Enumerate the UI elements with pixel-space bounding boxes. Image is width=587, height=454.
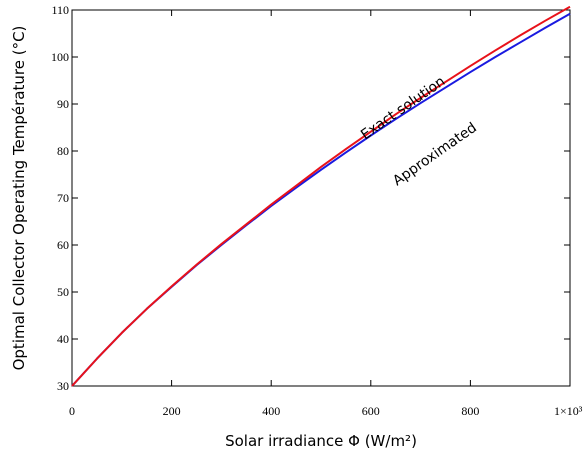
- annotation-exact-solution: Exact solution: [358, 74, 448, 144]
- y-tick-label: 100: [51, 50, 69, 64]
- plot-frame: [71, 9, 571, 387]
- y-tick-label: 30: [57, 379, 69, 393]
- x-tick-label: 1×10³: [554, 404, 583, 418]
- x-tick-label: 0: [69, 404, 75, 418]
- y-tick-label: 50: [57, 285, 69, 299]
- series-line-approximated: [71, 12, 571, 387]
- y-tick-label: 90: [57, 97, 69, 111]
- x-tick-label: 800: [461, 404, 479, 418]
- x-axis-title: Solar irradiance Φ (W/m²): [225, 432, 417, 450]
- y-axis-ticks: 30 40 50 60 70 80 90 100 110: [51, 3, 570, 393]
- x-tick-label: 400: [262, 404, 280, 418]
- x-tick-label: 600: [362, 404, 380, 418]
- x-axis-ticks: 0 200 400 600 800 1×10³: [69, 10, 583, 418]
- plot-area: [71, 9, 571, 387]
- annotation-layer: Exact solution Approximated: [358, 74, 480, 190]
- y-tick-label: 60: [57, 238, 69, 252]
- y-tick-label: 80: [57, 144, 69, 158]
- annotation-approximated: Approximated: [390, 120, 480, 190]
- y-tick-label: 40: [57, 332, 69, 346]
- y-tick-label: 70: [57, 191, 69, 205]
- x-tick-label: 200: [163, 404, 181, 418]
- series-line-exact-solution: [71, 5, 571, 387]
- y-tick-label: 110: [51, 3, 69, 17]
- y-axis-title: Optimal Collector Operating Température …: [10, 26, 28, 371]
- series-layer: [71, 5, 571, 387]
